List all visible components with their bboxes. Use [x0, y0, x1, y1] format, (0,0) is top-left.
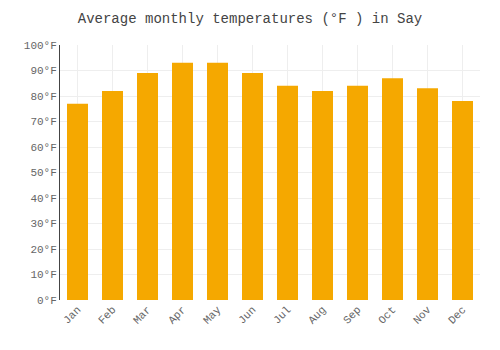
svg-text:40°F: 40°F [30, 193, 56, 205]
svg-text:100°F: 100°F [24, 40, 57, 52]
svg-text:20°F: 20°F [30, 244, 56, 256]
svg-text:Oct: Oct [376, 304, 398, 326]
svg-text:Sep: Sep [341, 304, 363, 326]
svg-text:Apr: Apr [166, 304, 188, 326]
svg-text:10°F: 10°F [30, 269, 56, 281]
svg-text:May: May [201, 304, 224, 327]
svg-text:Feb: Feb [96, 304, 118, 326]
svg-text:Average monthly temperatures (: Average monthly temperatures (°F ) in Sa… [78, 11, 422, 27]
svg-text:Jan: Jan [61, 304, 83, 326]
svg-text:50°F: 50°F [30, 167, 56, 179]
svg-text:Dec: Dec [446, 304, 468, 326]
svg-text:90°F: 90°F [30, 65, 56, 77]
svg-text:Nov: Nov [411, 304, 434, 327]
svg-text:70°F: 70°F [30, 116, 56, 128]
svg-text:60°F: 60°F [30, 142, 56, 154]
svg-text:30°F: 30°F [30, 218, 56, 230]
svg-text:Aug: Aug [306, 304, 328, 326]
svg-text:80°F: 80°F [30, 91, 56, 103]
svg-text:Mar: Mar [131, 304, 153, 326]
svg-text:Jun: Jun [236, 304, 258, 326]
svg-text:0°F: 0°F [37, 295, 57, 307]
svg-text:Jul: Jul [271, 304, 293, 326]
